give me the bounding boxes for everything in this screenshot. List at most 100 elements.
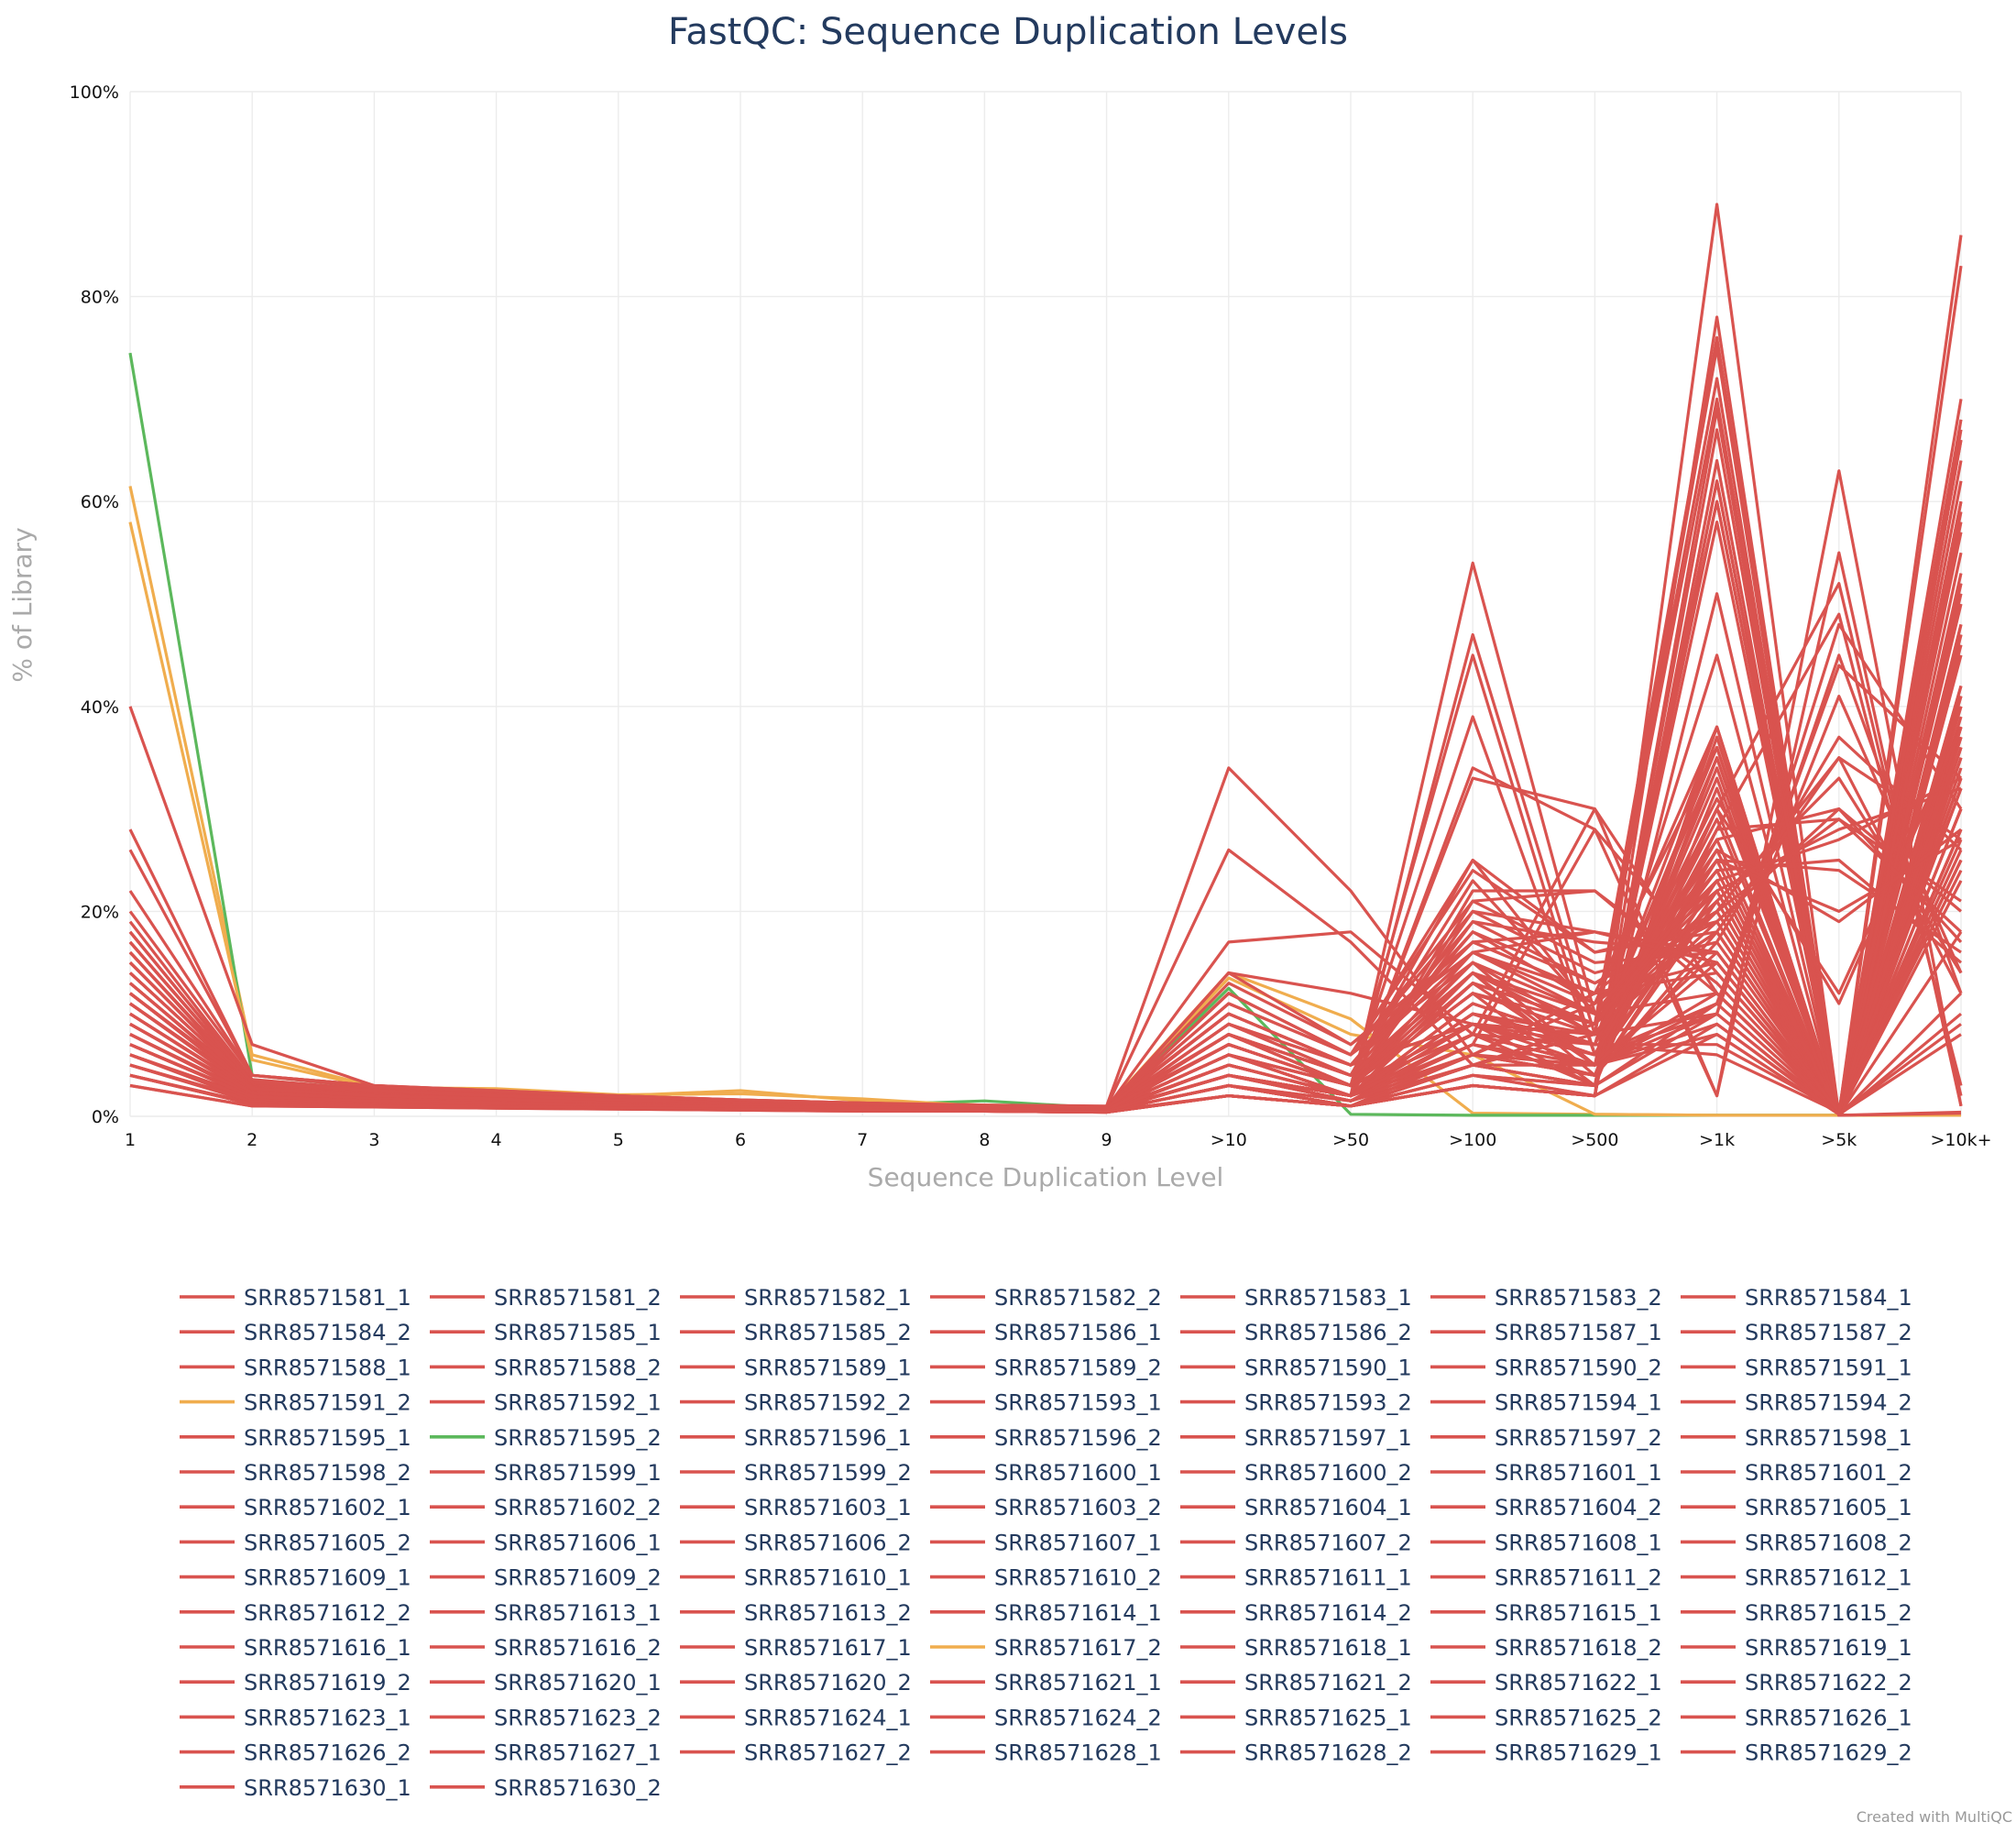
legend-item[interactable]: SRR8571618_2 bbox=[1430, 1635, 1662, 1661]
legend-item[interactable]: SRR8571600_1 bbox=[930, 1460, 1162, 1486]
legend-item[interactable]: SRR8571589_2 bbox=[930, 1355, 1162, 1380]
legend-item[interactable]: SRR8571582_1 bbox=[680, 1285, 912, 1311]
legend-item[interactable]: SRR8571629_2 bbox=[1681, 1740, 1912, 1766]
legend-item[interactable]: SRR8571625_2 bbox=[1430, 1705, 1662, 1730]
legend-item[interactable]: SRR8571605_2 bbox=[180, 1530, 411, 1555]
legend-item[interactable]: SRR8571627_2 bbox=[680, 1740, 912, 1766]
legend-item[interactable]: SRR8571602_1 bbox=[180, 1495, 411, 1520]
legend-item[interactable]: SRR8571591_2 bbox=[180, 1390, 411, 1416]
legend-item[interactable]: SRR8571614_2 bbox=[1180, 1600, 1412, 1626]
legend-item[interactable]: SRR8571606_1 bbox=[430, 1530, 662, 1555]
legend-item[interactable]: SRR8571625_1 bbox=[1180, 1705, 1412, 1730]
legend-item[interactable]: SRR8571603_1 bbox=[680, 1495, 912, 1520]
legend-item[interactable]: SRR8571626_2 bbox=[180, 1740, 411, 1766]
legend-item[interactable]: SRR8571590_2 bbox=[1430, 1355, 1662, 1380]
legend-item[interactable]: SRR8571610_1 bbox=[680, 1565, 912, 1591]
legend-item[interactable]: SRR8571623_2 bbox=[430, 1705, 662, 1730]
legend-item[interactable]: SRR8571593_2 bbox=[1180, 1390, 1412, 1416]
legend-item[interactable]: SRR8571622_1 bbox=[1430, 1670, 1662, 1696]
legend-item[interactable]: SRR8571607_1 bbox=[930, 1530, 1162, 1555]
legend-item[interactable]: SRR8571613_2 bbox=[680, 1600, 912, 1626]
legend-item[interactable]: SRR8571601_2 bbox=[1681, 1460, 1912, 1486]
legend-item[interactable]: SRR8571585_2 bbox=[680, 1320, 912, 1345]
legend-item[interactable]: SRR8571620_2 bbox=[680, 1670, 912, 1696]
legend-item[interactable]: SRR8571629_1 bbox=[1430, 1740, 1662, 1766]
series-lines[interactable] bbox=[128, 203, 1963, 1117]
legend-item[interactable]: SRR8571611_2 bbox=[1430, 1565, 1662, 1591]
legend-item[interactable]: SRR8571592_1 bbox=[430, 1390, 662, 1416]
legend-item[interactable]: SRR8571595_1 bbox=[180, 1425, 411, 1451]
legend-item[interactable]: SRR8571601_1 bbox=[1430, 1460, 1662, 1486]
legend-item[interactable]: SRR8571615_1 bbox=[1430, 1600, 1662, 1626]
legend-item[interactable]: SRR8571587_1 bbox=[1430, 1320, 1662, 1345]
legend-item[interactable]: SRR8571588_1 bbox=[180, 1355, 411, 1380]
legend-item[interactable]: SRR8571608_1 bbox=[1430, 1530, 1662, 1555]
series-line-SRR8571630_2[interactable] bbox=[129, 265, 1963, 1116]
legend-item[interactable]: SRR8571619_1 bbox=[1681, 1635, 1912, 1661]
legend-item[interactable]: SRR8571606_2 bbox=[680, 1530, 912, 1555]
legend-item[interactable]: SRR8571615_2 bbox=[1681, 1600, 1912, 1626]
legend-item[interactable]: SRR8571608_2 bbox=[1681, 1530, 1912, 1555]
legend-item[interactable]: SRR8571611_1 bbox=[1180, 1565, 1412, 1591]
legend-item[interactable]: SRR8571612_1 bbox=[1681, 1565, 1912, 1591]
series-line-SRR8571585_1[interactable] bbox=[128, 469, 1963, 1112]
legend-item[interactable]: SRR8571583_1 bbox=[1180, 1285, 1412, 1311]
legend-item[interactable]: SRR8571589_1 bbox=[680, 1355, 912, 1380]
legend-item[interactable]: SRR8571624_2 bbox=[930, 1705, 1162, 1730]
legend-item[interactable]: SRR8571604_1 bbox=[1180, 1495, 1412, 1520]
legend-item[interactable]: SRR8571612_2 bbox=[180, 1600, 411, 1626]
legend[interactable]: SRR8571581_1 SRR8571581_2 SRR8571582_1 SRR8… bbox=[180, 1285, 1912, 1801]
legend-item[interactable]: SRR8571613_1 bbox=[430, 1600, 662, 1626]
legend-item[interactable]: SRR8571597_1 bbox=[1180, 1425, 1412, 1451]
legend-item[interactable]: SRR8571586_2 bbox=[1180, 1320, 1412, 1345]
legend-item[interactable]: SRR8571619_2 bbox=[180, 1670, 411, 1696]
legend-item[interactable]: SRR8571610_2 bbox=[930, 1565, 1162, 1591]
legend-item[interactable]: SRR8571593_1 bbox=[930, 1390, 1162, 1416]
legend-item[interactable]: SRR8571597_2 bbox=[1430, 1425, 1662, 1451]
legend-item[interactable]: SRR8571599_2 bbox=[680, 1460, 912, 1486]
legend-item[interactable]: SRR8571582_2 bbox=[930, 1285, 1162, 1311]
legend-item[interactable]: SRR8571588_2 bbox=[430, 1355, 662, 1380]
legend-item[interactable]: SRR8571614_1 bbox=[930, 1600, 1162, 1626]
legend-item[interactable]: SRR8571617_1 bbox=[680, 1635, 912, 1661]
legend-item[interactable]: SRR8571594_2 bbox=[1681, 1390, 1912, 1416]
legend-item[interactable]: SRR8571609_2 bbox=[430, 1565, 662, 1591]
legend-item[interactable]: SRR8571605_1 bbox=[1681, 1495, 1912, 1520]
legend-item[interactable]: SRR8571630_2 bbox=[430, 1775, 662, 1801]
legend-item[interactable]: SRR8571602_2 bbox=[430, 1495, 662, 1520]
legend-item[interactable]: SRR8571584_1 bbox=[1681, 1285, 1912, 1311]
legend-item[interactable]: SRR8571628_1 bbox=[930, 1740, 1162, 1766]
legend-item[interactable]: SRR8571622_2 bbox=[1681, 1670, 1912, 1696]
series-line-SRR8571626_2[interactable] bbox=[128, 777, 1963, 1114]
legend-item[interactable]: SRR8571581_1 bbox=[180, 1285, 411, 1311]
legend-item[interactable]: SRR8571628_2 bbox=[1180, 1740, 1412, 1766]
legend-item[interactable]: SRR8571616_2 bbox=[430, 1635, 662, 1661]
legend-item[interactable]: SRR8571609_1 bbox=[180, 1565, 411, 1591]
legend-item[interactable]: SRR8571607_2 bbox=[1180, 1530, 1412, 1555]
legend-item[interactable]: SRR8571604_2 bbox=[1430, 1495, 1662, 1520]
legend-item[interactable]: SRR8571624_1 bbox=[680, 1705, 912, 1730]
legend-item[interactable]: SRR8571603_2 bbox=[930, 1495, 1162, 1520]
legend-item[interactable]: SRR8571600_2 bbox=[1180, 1460, 1412, 1486]
legend-item[interactable]: SRR8571598_2 bbox=[180, 1460, 411, 1486]
series-line-SRR8571587_2[interactable] bbox=[129, 346, 1963, 1117]
legend-item[interactable]: SRR8571591_1 bbox=[1681, 1355, 1912, 1380]
legend-item[interactable]: SRR8571587_2 bbox=[1681, 1320, 1912, 1345]
legend-item[interactable]: SRR8571621_1 bbox=[930, 1670, 1162, 1696]
legend-item[interactable]: SRR8571595_2 bbox=[430, 1425, 662, 1451]
legend-item[interactable]: SRR8571581_2 bbox=[430, 1285, 662, 1311]
legend-item[interactable]: SRR8571596_1 bbox=[680, 1425, 912, 1451]
legend-item[interactable]: SRR8571621_2 bbox=[1180, 1670, 1412, 1696]
legend-item[interactable]: SRR8571599_1 bbox=[430, 1460, 662, 1486]
legend-item[interactable]: SRR8571586_1 bbox=[930, 1320, 1162, 1345]
legend-item[interactable]: SRR8571598_1 bbox=[1681, 1425, 1912, 1451]
legend-item[interactable]: SRR8571630_1 bbox=[180, 1775, 411, 1801]
legend-item[interactable]: SRR8571583_2 bbox=[1430, 1285, 1662, 1311]
legend-item[interactable]: SRR8571627_1 bbox=[430, 1740, 662, 1766]
legend-item[interactable]: SRR8571585_1 bbox=[430, 1320, 662, 1345]
legend-item[interactable]: SRR8571596_2 bbox=[930, 1425, 1162, 1451]
legend-item[interactable]: SRR8571617_2 bbox=[930, 1635, 1162, 1661]
legend-item[interactable]: SRR8571620_1 bbox=[430, 1670, 662, 1696]
legend-item[interactable]: SRR8571623_1 bbox=[180, 1705, 411, 1730]
legend-item[interactable]: SRR8571584_2 bbox=[180, 1320, 411, 1345]
